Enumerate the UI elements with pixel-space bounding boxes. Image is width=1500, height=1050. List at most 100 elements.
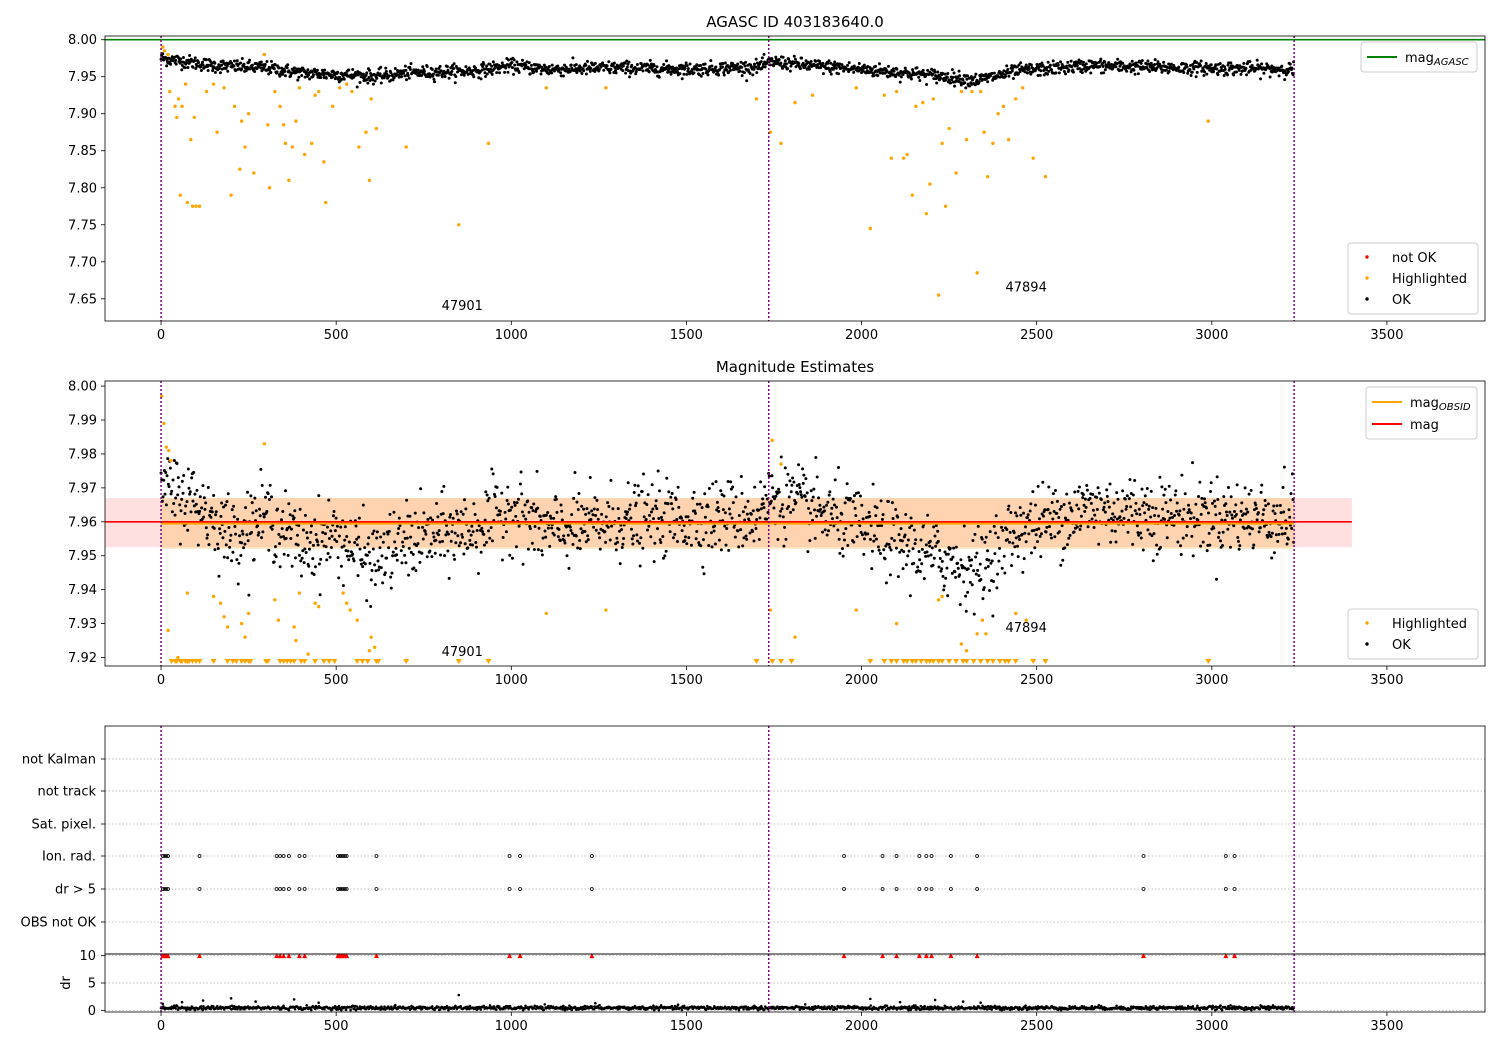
panel-1-point-ok — [530, 506, 534, 510]
panel-1-point-ok — [467, 529, 471, 533]
panel-1-point-ok — [1139, 536, 1143, 540]
panel-1-point-ok — [996, 572, 1000, 576]
panel-1-floor-marker — [777, 659, 784, 664]
panel-1-point-ok — [1273, 512, 1277, 516]
panel-0-point-ok — [614, 71, 618, 75]
panel-0-point-ok — [315, 68, 319, 72]
panel-1-point-ok — [303, 513, 307, 517]
panel-0-point-ok — [789, 64, 793, 68]
panel-1-point-ok — [896, 575, 900, 579]
panel-1-point-ok — [617, 516, 621, 520]
panel-0-point-ok — [800, 56, 804, 60]
panel-1-point-ok — [646, 493, 650, 497]
panel-0-point-ok — [1067, 68, 1071, 72]
panel-0-point-ok — [434, 67, 438, 71]
panel-2-event-marker — [166, 887, 170, 891]
panel-1-point-ok — [455, 512, 459, 516]
panel-1-point-ok — [203, 507, 207, 511]
panel-1-point-ok — [287, 525, 291, 529]
panel-1-point-ok — [295, 533, 299, 537]
panel-0-point-ok — [524, 63, 528, 67]
panel-1-point-ok — [993, 552, 997, 556]
panel-1-point-ok — [1021, 570, 1025, 574]
panel-1-point-ok — [786, 472, 790, 476]
panel-1-point-ok — [962, 580, 966, 584]
panel-1-point-ok — [1048, 511, 1052, 515]
panel-1-point-ok — [784, 537, 788, 541]
panel-1-point-ok — [701, 538, 705, 542]
panel-0-point-ok — [684, 61, 688, 65]
panel-0-point-ok — [625, 65, 629, 69]
panel-3-point-dr — [598, 1003, 601, 1007]
panel-1-point-ok — [514, 514, 518, 518]
panel-0-point-ok — [1019, 61, 1023, 65]
panel-1-point-ok — [343, 538, 347, 542]
panel-1-point-ok — [236, 582, 240, 586]
panel-0-point-ok — [1084, 62, 1088, 66]
panel-0-point-highlighted — [943, 204, 948, 208]
panel-1-point-ok — [642, 472, 646, 476]
panel-0-legend-line-label: magAGASC — [1405, 51, 1469, 68]
panel-1-point-ok — [450, 530, 454, 534]
panel-1-point-ok — [296, 543, 300, 547]
panel-1-point-ok — [1083, 510, 1087, 514]
panel-1-point-ok — [880, 517, 884, 521]
panel-1-point-ok — [682, 524, 686, 528]
panel-1-point-ok — [1201, 540, 1205, 544]
panel-1-point-ok — [1228, 545, 1232, 549]
panel-0-xtick-label: 1500 — [670, 328, 703, 343]
panel-1-point-ok — [1217, 531, 1221, 535]
panel-3-point-dr — [201, 1008, 204, 1012]
panel-1-point-highlighted — [297, 591, 302, 595]
panel-0-point-highlighted — [294, 119, 298, 123]
panel-1-point-ok — [528, 527, 532, 531]
panel-1-point-ok — [776, 538, 780, 542]
panel-0-point-ok — [366, 81, 370, 85]
panel-1-point-highlighted — [768, 608, 773, 612]
panel-3-point-dr — [174, 1007, 177, 1010]
panel-0-point-ok — [1208, 68, 1212, 72]
panel-0-point-highlighted — [964, 137, 969, 142]
panel-1-point-ok — [1136, 531, 1140, 535]
panel-3-point-dr — [459, 1004, 463, 1008]
panel-1-point-ok — [411, 552, 415, 556]
panel-1-point-ok — [626, 481, 630, 485]
panel-1-point-ok — [868, 514, 872, 518]
panel-1-point-ok — [703, 515, 707, 519]
panel-1-point-ok — [470, 543, 474, 547]
panel-1-point-ok — [1052, 509, 1056, 513]
panel-1-point-highlighted — [604, 608, 608, 612]
panel-2-event-marker — [1232, 887, 1237, 891]
panel-1-point-ok — [1105, 488, 1109, 492]
panel-0-point-ok — [445, 65, 449, 69]
panel-0-point-ok — [512, 58, 516, 62]
panel-1-point-ok — [397, 526, 401, 530]
panel-0-ytick-label: 7.75 — [68, 218, 97, 233]
panel-1-point-ok — [1010, 564, 1014, 568]
panel-2-event-marker — [880, 887, 885, 891]
panel-1-point-ok — [870, 549, 874, 553]
panel-1-point-ok — [1145, 503, 1149, 507]
panel-1-point-ok — [381, 581, 385, 585]
panel-1-point-ok — [510, 556, 514, 560]
panel-0-point-ok — [459, 73, 463, 77]
panel-1-point-ok — [932, 525, 936, 529]
panel-1-point-ok — [1287, 508, 1291, 512]
panel-1-point-ok — [779, 455, 783, 459]
panel-0-point-ok — [601, 61, 605, 65]
panel-1-point-ok — [172, 458, 176, 462]
panel-1-point-ok — [1091, 508, 1095, 512]
panel-0-point-ok — [1269, 66, 1273, 70]
panel-1-point-ok — [703, 492, 707, 496]
panel-2-event-marker — [929, 854, 934, 858]
panel-1-point-ok — [1261, 512, 1265, 516]
panel-1-point-ok — [650, 483, 654, 487]
panel-0-point-ok — [568, 70, 572, 74]
panel-1-point-ok — [1246, 510, 1250, 514]
panel-1-point-ok — [333, 538, 337, 542]
panel-1-point-ok — [1203, 501, 1207, 505]
panel-1-point-ok — [498, 509, 502, 513]
panel-1-point-ok — [1251, 546, 1255, 550]
panel-1-point-ok — [534, 509, 538, 513]
panel-1-point-ok — [637, 493, 641, 497]
